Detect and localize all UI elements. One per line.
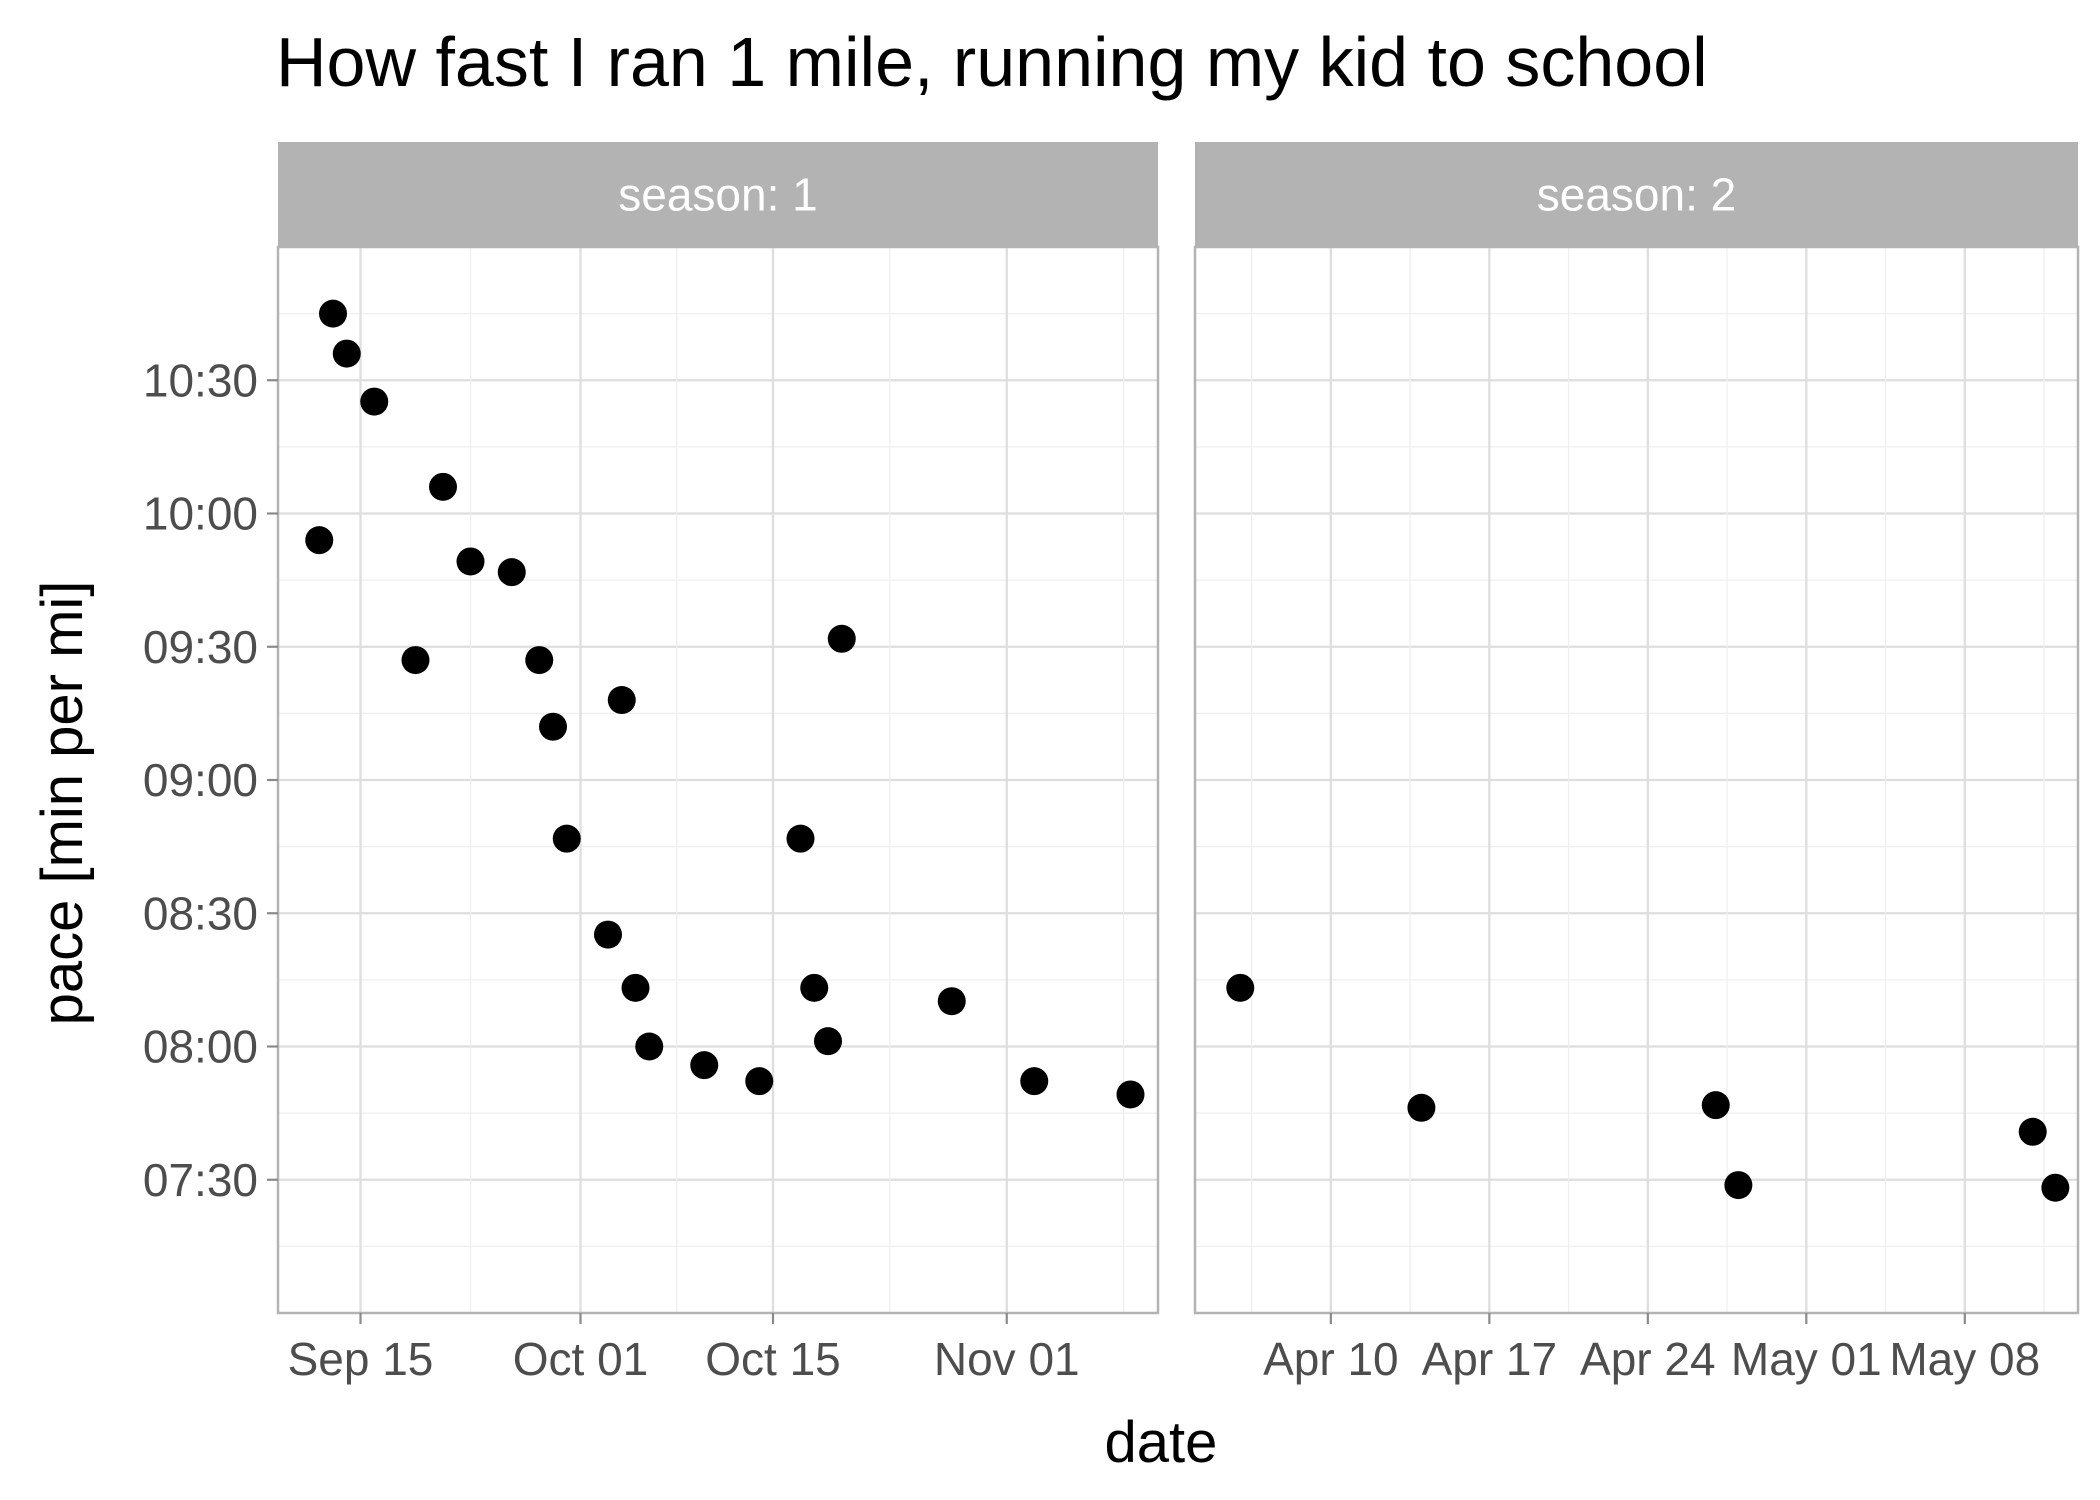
y-tick-label: 08:30 [143, 887, 258, 939]
facet-strip-label: season: 1 [618, 169, 817, 221]
y-tick-label: 10:30 [143, 354, 258, 406]
x-tick-label: May 08 [1889, 1333, 2040, 1385]
x-tick-label: Apr 17 [1422, 1333, 1558, 1385]
data-point [800, 973, 829, 1002]
y-axis-title: pace [min per mi] [30, 581, 95, 1026]
data-point [786, 824, 815, 853]
data-point [607, 686, 636, 715]
data-point [332, 339, 361, 368]
data-point [1724, 1171, 1753, 1200]
y-tick-label: 10:00 [143, 488, 258, 540]
x-tick-label: Oct 15 [705, 1333, 841, 1385]
x-tick-label: Apr 24 [1580, 1333, 1716, 1385]
y-tick-label: 08:00 [143, 1021, 258, 1073]
facet-panel-1: season: 1 Sep 15 Oct 01 Oct 15 Nov 01 [276, 142, 1160, 1385]
data-point [635, 1032, 664, 1061]
data-point [360, 387, 389, 416]
data-point [745, 1067, 774, 1096]
data-point [1116, 1080, 1145, 1109]
data-point [937, 987, 966, 1016]
data-point [690, 1051, 719, 1080]
data-point [1701, 1091, 1730, 1120]
facet-strip [278, 142, 1158, 247]
data-point [1407, 1093, 1436, 1122]
data-point [429, 472, 457, 501]
data-point [525, 646, 554, 675]
data-point [319, 299, 347, 328]
data-point [594, 920, 622, 949]
data-point [2018, 1117, 2047, 1146]
x-tick-label: Nov 01 [934, 1333, 1080, 1385]
x-tick-label: Sep 15 [288, 1333, 434, 1385]
data-point [456, 547, 485, 576]
data-point [621, 973, 650, 1002]
data-point [552, 824, 581, 853]
data-point [814, 1027, 842, 1056]
data-point [539, 712, 567, 741]
data-point [305, 526, 334, 555]
x-tick-label: Oct 01 [513, 1333, 649, 1385]
data-point [1020, 1067, 1049, 1096]
y-tick-label: 07:30 [143, 1154, 258, 1206]
data-point [2041, 1173, 2070, 1202]
y-tick-label: 09:30 [143, 621, 258, 673]
y-tick-label: 09:00 [143, 754, 258, 806]
facet-strip-label: season: 2 [1537, 169, 1736, 221]
data-point [401, 646, 430, 675]
data-point [1226, 973, 1255, 1002]
data-point [827, 624, 856, 653]
x-tick-label: Apr 10 [1263, 1333, 1399, 1385]
facet-panel-2: season: 2 Apr 10 Apr 17 Apr 24 May 01 May 08 [1193, 142, 2080, 1385]
facet-strip [1195, 142, 2078, 247]
chart-title: How fast I ran 1 mile, running my kid to… [276, 23, 1708, 101]
x-axis-title: date [1105, 1410, 1218, 1475]
x-tick-label: May 01 [1731, 1333, 1882, 1385]
data-point [497, 558, 526, 587]
y-axis: 07:30 08:00 08:30 09:00 09:30 10:00 10:30 [143, 354, 278, 1206]
